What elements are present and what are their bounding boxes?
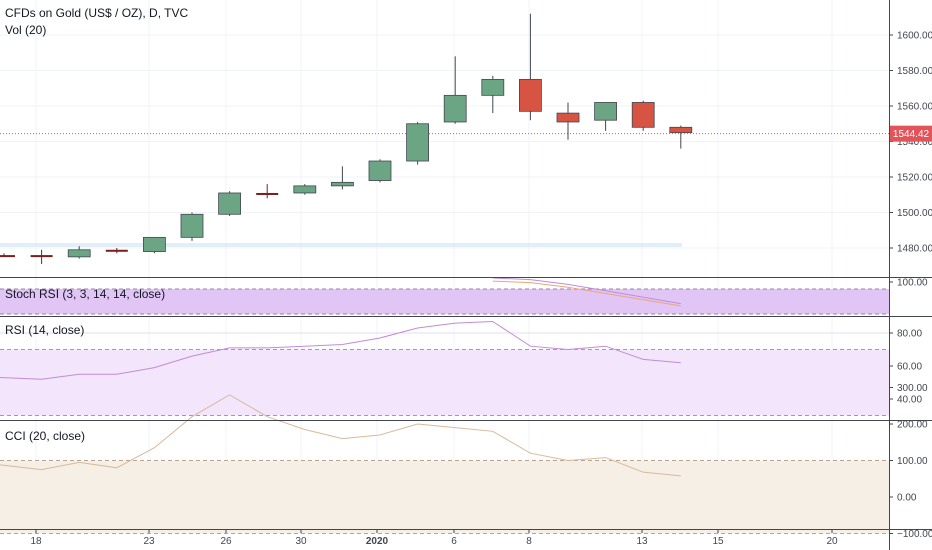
candle xyxy=(142,236,166,254)
plot-background xyxy=(0,0,889,550)
rsi-title: RSI (14, close) xyxy=(5,323,84,337)
cci-tick-label: −100.00 xyxy=(897,529,932,540)
time-tick-label: 8 xyxy=(526,536,532,547)
rsi-tick-label: 80.00 xyxy=(897,329,922,340)
candle-body xyxy=(594,102,617,121)
candle-body xyxy=(256,192,279,195)
cci-tick-label: 100.00 xyxy=(897,456,928,467)
candle xyxy=(256,184,279,199)
price-tick-label: 1540.00 xyxy=(897,137,932,148)
time-tick-label: 15 xyxy=(712,536,724,547)
candle xyxy=(556,102,580,140)
volume-label: Vol (20) xyxy=(5,23,46,37)
stoch-rsi-d-line xyxy=(492,280,681,307)
candle-body xyxy=(180,213,204,238)
candle-body xyxy=(481,78,505,96)
cci-tick-label: 300.00 xyxy=(897,383,928,394)
last-price-badge: 1544.42 xyxy=(890,125,932,142)
candle xyxy=(443,56,467,124)
candle-body xyxy=(443,94,467,123)
price-pane[interactable]: CFDs on Gold (US$ / OZ), D, TVC Vol (20) xyxy=(0,6,889,264)
price-tick-label: 1580.00 xyxy=(897,66,932,77)
candle xyxy=(0,253,15,258)
symbol-title: CFDs on Gold (US$ / OZ), D, TVC xyxy=(5,6,188,20)
candle-body xyxy=(0,255,15,258)
candle-body xyxy=(556,112,580,123)
cci-title: CCI (20, close) xyxy=(5,429,85,443)
rsi-line xyxy=(0,320,681,380)
candlesticks xyxy=(0,13,693,264)
stoch-rsi-band xyxy=(0,289,889,314)
cci-line xyxy=(0,394,681,477)
candle-body xyxy=(519,78,542,112)
cci-tick-label: 0.00 xyxy=(897,493,917,504)
candle-body xyxy=(330,181,354,187)
cci-pane[interactable]: CCI (20, close) xyxy=(0,394,889,534)
candle xyxy=(180,212,204,241)
candle-body xyxy=(368,160,392,181)
price-tick-label: 1520.00 xyxy=(897,173,932,184)
candle xyxy=(631,100,655,131)
candle-body xyxy=(406,123,430,162)
candle-body xyxy=(631,102,655,128)
candle-body xyxy=(105,249,128,252)
stoch-rsi-k-line xyxy=(492,277,681,305)
candle xyxy=(330,166,354,190)
candle xyxy=(519,13,542,121)
price-tick-label: 1560.00 xyxy=(897,102,932,113)
candle xyxy=(368,159,392,183)
cci-band xyxy=(0,460,889,534)
candle xyxy=(481,75,505,114)
time-tick-label: 20 xyxy=(826,536,838,547)
rsi-band xyxy=(0,349,889,416)
stoch-tick-label: 100.00 xyxy=(897,278,928,289)
candle-body xyxy=(30,255,53,258)
time-tick-label: 18 xyxy=(30,536,42,547)
time-tick-label: 30 xyxy=(295,536,307,547)
candle xyxy=(293,184,317,195)
rsi-tick-label: 60.00 xyxy=(897,362,922,373)
time-tick-label: 13 xyxy=(636,536,648,547)
candle xyxy=(669,125,693,149)
candle xyxy=(594,102,617,131)
candle-body xyxy=(67,249,91,258)
vertical-gridlines xyxy=(35,0,833,529)
candle-body xyxy=(142,236,166,252)
candle xyxy=(218,191,242,217)
price-tick-label: 1480.00 xyxy=(897,244,932,255)
price-tick-label: 1500.00 xyxy=(897,208,932,219)
time-tick-label: 26 xyxy=(220,536,232,547)
price-tick-label: 1600.00 xyxy=(897,31,932,42)
last-price-badge-bg xyxy=(890,125,932,142)
time-tick-label: 2020 xyxy=(366,536,389,547)
candle xyxy=(67,246,91,259)
candle xyxy=(105,248,128,254)
price-scale[interactable]: 1480.00 1500.00 1520.00 1540.00 1560.00 1580.… xyxy=(889,31,932,541)
rsi-pane[interactable]: RSI (14, close) xyxy=(0,320,889,416)
last-price-value: 1544.42 xyxy=(893,129,930,140)
candle-body xyxy=(218,192,242,215)
candle xyxy=(30,249,53,264)
stoch-rsi-title: Stoch RSI (3, 3, 14, 14, close) xyxy=(5,287,165,301)
candle xyxy=(406,121,430,165)
cci-tick-label: 200.00 xyxy=(897,420,928,431)
stoch-rsi-pane[interactable]: Stoch RSI (3, 3, 14, 14, close) xyxy=(0,277,889,315)
time-axis[interactable]: 18 23 26 30 2020 6 8 13 15 20 xyxy=(30,529,838,547)
time-tick-label: 23 xyxy=(143,536,155,547)
time-tick-label: 6 xyxy=(451,536,457,547)
candle-body xyxy=(293,185,317,194)
candle-body xyxy=(669,126,693,134)
rsi-tick-label: 40.00 xyxy=(897,395,922,406)
